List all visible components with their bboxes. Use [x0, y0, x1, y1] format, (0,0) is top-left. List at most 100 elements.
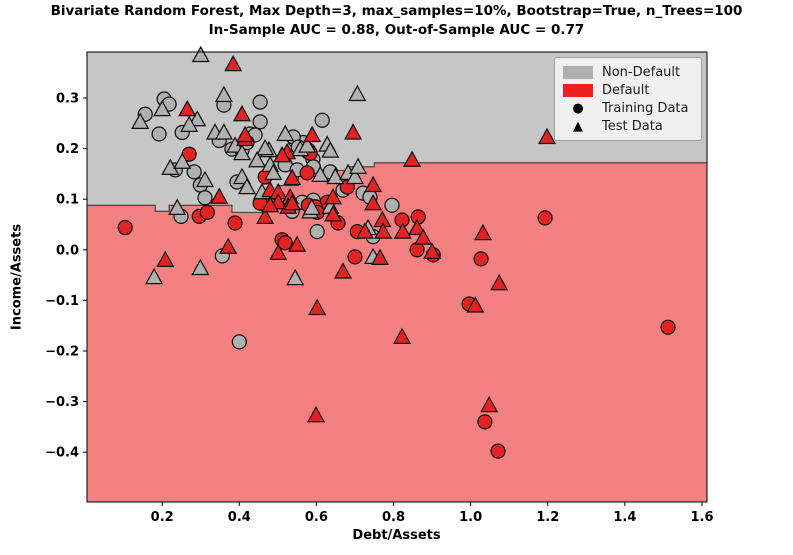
- test-nondefault-point: [302, 198, 321, 215]
- test-nondefault-point: [345, 167, 365, 185]
- x-tick-label: 0.4: [228, 510, 251, 525]
- test-nondefault-point: [286, 268, 305, 286]
- training-default-point: [299, 165, 315, 181]
- x-tick-label: 1.6: [690, 510, 713, 525]
- training-nondefault-point: [384, 197, 400, 213]
- test-nondefault-point: [247, 150, 267, 168]
- training-default-point: [409, 242, 425, 258]
- test-default-point: [402, 150, 422, 167]
- training-default-point: [490, 443, 506, 459]
- test-default-point: [393, 222, 412, 239]
- test-nondefault-point: [348, 84, 367, 102]
- training-default-point: [473, 251, 489, 267]
- test-nondefault-point: [214, 85, 233, 103]
- test-default-point: [480, 395, 499, 413]
- training-nondefault-point: [231, 334, 247, 350]
- test-default-point: [261, 195, 280, 213]
- test-default-point: [490, 273, 509, 291]
- training-default-point: [347, 249, 363, 265]
- test-nondefault-point: [214, 123, 233, 140]
- training-nondefault-point: [151, 126, 167, 142]
- test-nondefault-point: [264, 163, 283, 181]
- training-default-point: [277, 235, 293, 251]
- test-default-point: [219, 237, 238, 254]
- test-default-point: [333, 262, 353, 279]
- x-tick-label: 1.0: [459, 510, 482, 525]
- training-nondefault-point: [314, 112, 330, 128]
- y-tick-label: −0.4: [45, 446, 79, 461]
- test-default-point: [224, 54, 243, 72]
- circle-marker-icon: ●: [572, 100, 584, 116]
- test-default-point: [364, 193, 383, 211]
- triangle-marker-icon: ▲: [573, 118, 583, 134]
- training-nondefault-point: [197, 190, 213, 206]
- legend-label: Test Data: [602, 118, 663, 134]
- y-tick-label: 0.3: [56, 92, 79, 107]
- test-default-point: [423, 242, 442, 259]
- legend-label: Default: [602, 82, 650, 98]
- x-axis-label: Debt/Assets: [352, 528, 441, 543]
- training-default-point: [660, 319, 676, 335]
- training-default-point: [199, 204, 215, 220]
- test-nondefault-point: [153, 99, 172, 117]
- test-default-point: [156, 250, 175, 268]
- test-default-point: [364, 175, 383, 193]
- test-default-point: [308, 298, 327, 316]
- test-nondefault-point: [276, 124, 295, 142]
- test-default-point: [232, 104, 252, 122]
- chart-subtitle: In-Sample AUC = 0.88, Out-of-Sample AUC …: [208, 22, 585, 38]
- x-tick-label: 0.2: [151, 510, 174, 525]
- y-tick-label: −0.1: [45, 294, 79, 309]
- test-default-point: [466, 296, 485, 313]
- y-axis-label: Income/Assets: [9, 223, 25, 331]
- test-nondefault-point: [298, 136, 317, 153]
- test-nondefault-point: [173, 152, 192, 169]
- training-default-point: [227, 215, 243, 231]
- training-default-point: [117, 219, 133, 236]
- test-default-point: [370, 248, 390, 266]
- test-nondefault-point: [191, 45, 210, 63]
- y-tick-label: −0.2: [45, 344, 79, 359]
- test-nondefault-point: [237, 177, 257, 195]
- training-default-point: [477, 414, 493, 430]
- test-nondefault-point: [180, 115, 199, 132]
- test-default-point: [473, 223, 493, 241]
- test-default-point: [407, 218, 427, 236]
- x-tick-label: 1.2: [536, 510, 559, 525]
- x-tick-label: 0.8: [382, 510, 405, 525]
- test-default-point: [269, 243, 288, 260]
- test-default-point: [414, 228, 433, 245]
- legend-item-nondefault: Non-Default: [563, 63, 693, 81]
- training-nondefault-point: [252, 94, 268, 110]
- test-default-point: [273, 145, 292, 163]
- test-nondefault-point: [168, 198, 187, 215]
- test-default-point: [236, 125, 255, 143]
- chart-title: Bivariate Random Forest, Max Depth=3, ma…: [50, 3, 743, 19]
- test-nondefault-point: [321, 141, 340, 158]
- legend-item-test: ▲ Test Data: [563, 117, 693, 135]
- test-default-point: [288, 235, 307, 252]
- x-tick-label: 1.4: [613, 510, 636, 525]
- test-default-point: [374, 222, 393, 239]
- test-default-point: [256, 207, 275, 225]
- test-default-point: [343, 123, 363, 140]
- x-tick-label: 0.6: [305, 510, 328, 525]
- test-nondefault-point: [311, 165, 330, 183]
- axes-frame: [86, 51, 708, 503]
- test-default-point: [303, 125, 322, 143]
- test-nondefault-point: [188, 109, 207, 127]
- training-nondefault-point: [252, 114, 268, 130]
- test-nondefault-point: [145, 267, 164, 285]
- test-nondefault-point: [348, 157, 368, 174]
- legend-label: Training Data: [602, 100, 689, 116]
- test-nondefault-point: [195, 170, 215, 188]
- legend-label: Non-Default: [602, 64, 681, 80]
- test-default-point: [323, 205, 343, 222]
- test-default-point: [323, 187, 343, 205]
- legend-item-training: ● Training Data: [563, 99, 693, 117]
- training-nondefault-point: [309, 223, 325, 240]
- test-nondefault-point: [232, 143, 252, 161]
- legend-item-default: Default: [563, 81, 693, 99]
- test-default-point: [306, 405, 326, 423]
- test-default-point: [283, 193, 302, 211]
